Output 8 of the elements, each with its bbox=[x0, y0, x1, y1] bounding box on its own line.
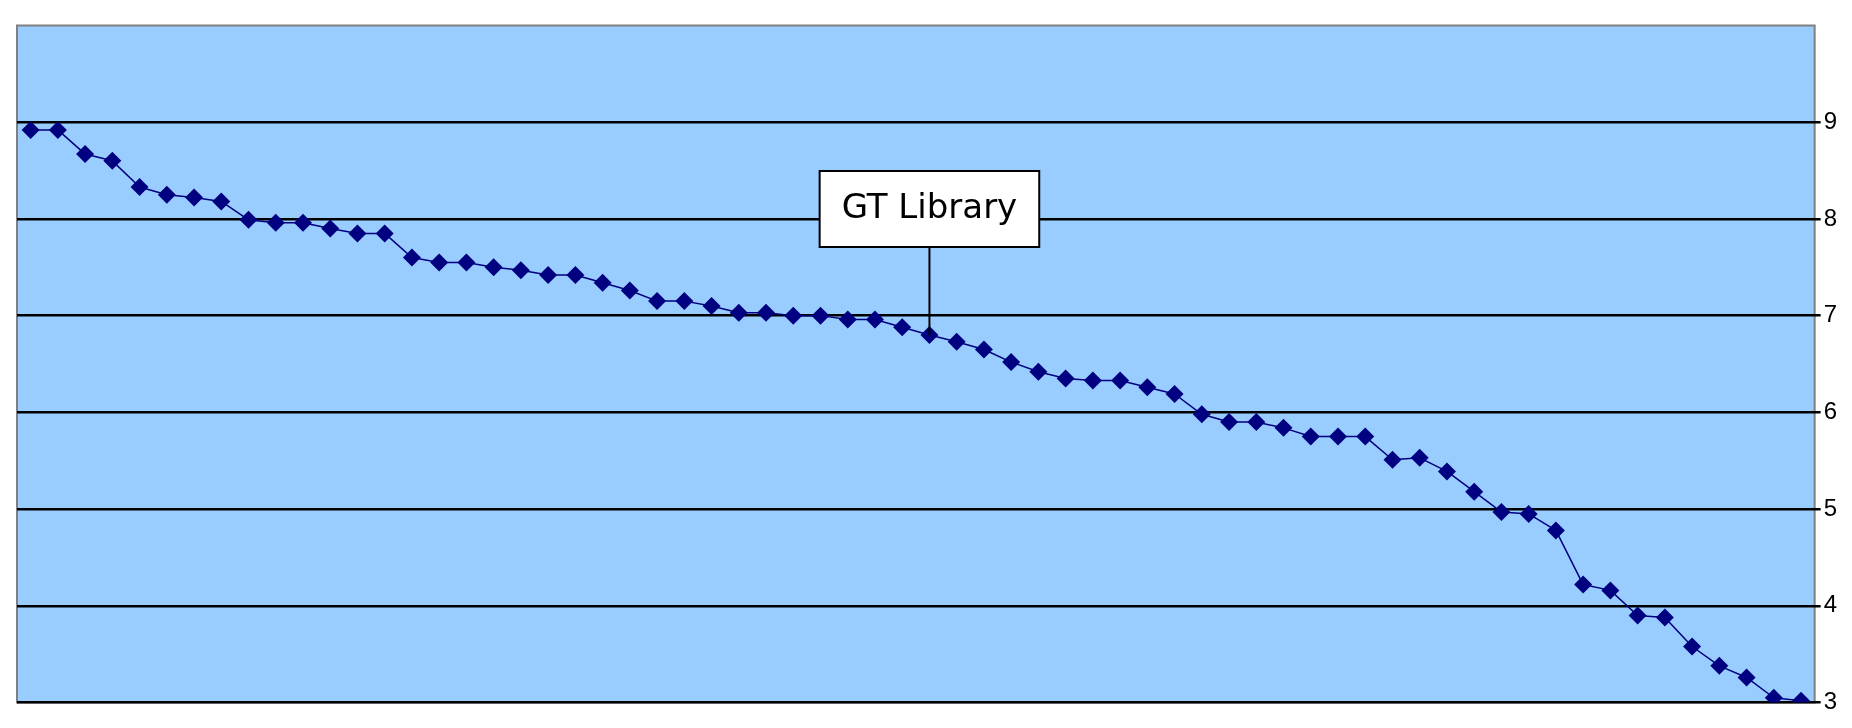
y-tick-label: 5 bbox=[1823, 493, 1838, 521]
y-tick-label: 8 bbox=[1823, 203, 1838, 231]
y-tick-label: 3 bbox=[1823, 687, 1838, 715]
y-tick-label: 9 bbox=[1823, 106, 1838, 134]
y-tick-label: 4 bbox=[1823, 590, 1838, 618]
y-tick-label: 6 bbox=[1823, 397, 1838, 424]
y-tick-label: 7 bbox=[1823, 300, 1838, 328]
annotation: GT Library bbox=[841, 185, 1018, 226]
